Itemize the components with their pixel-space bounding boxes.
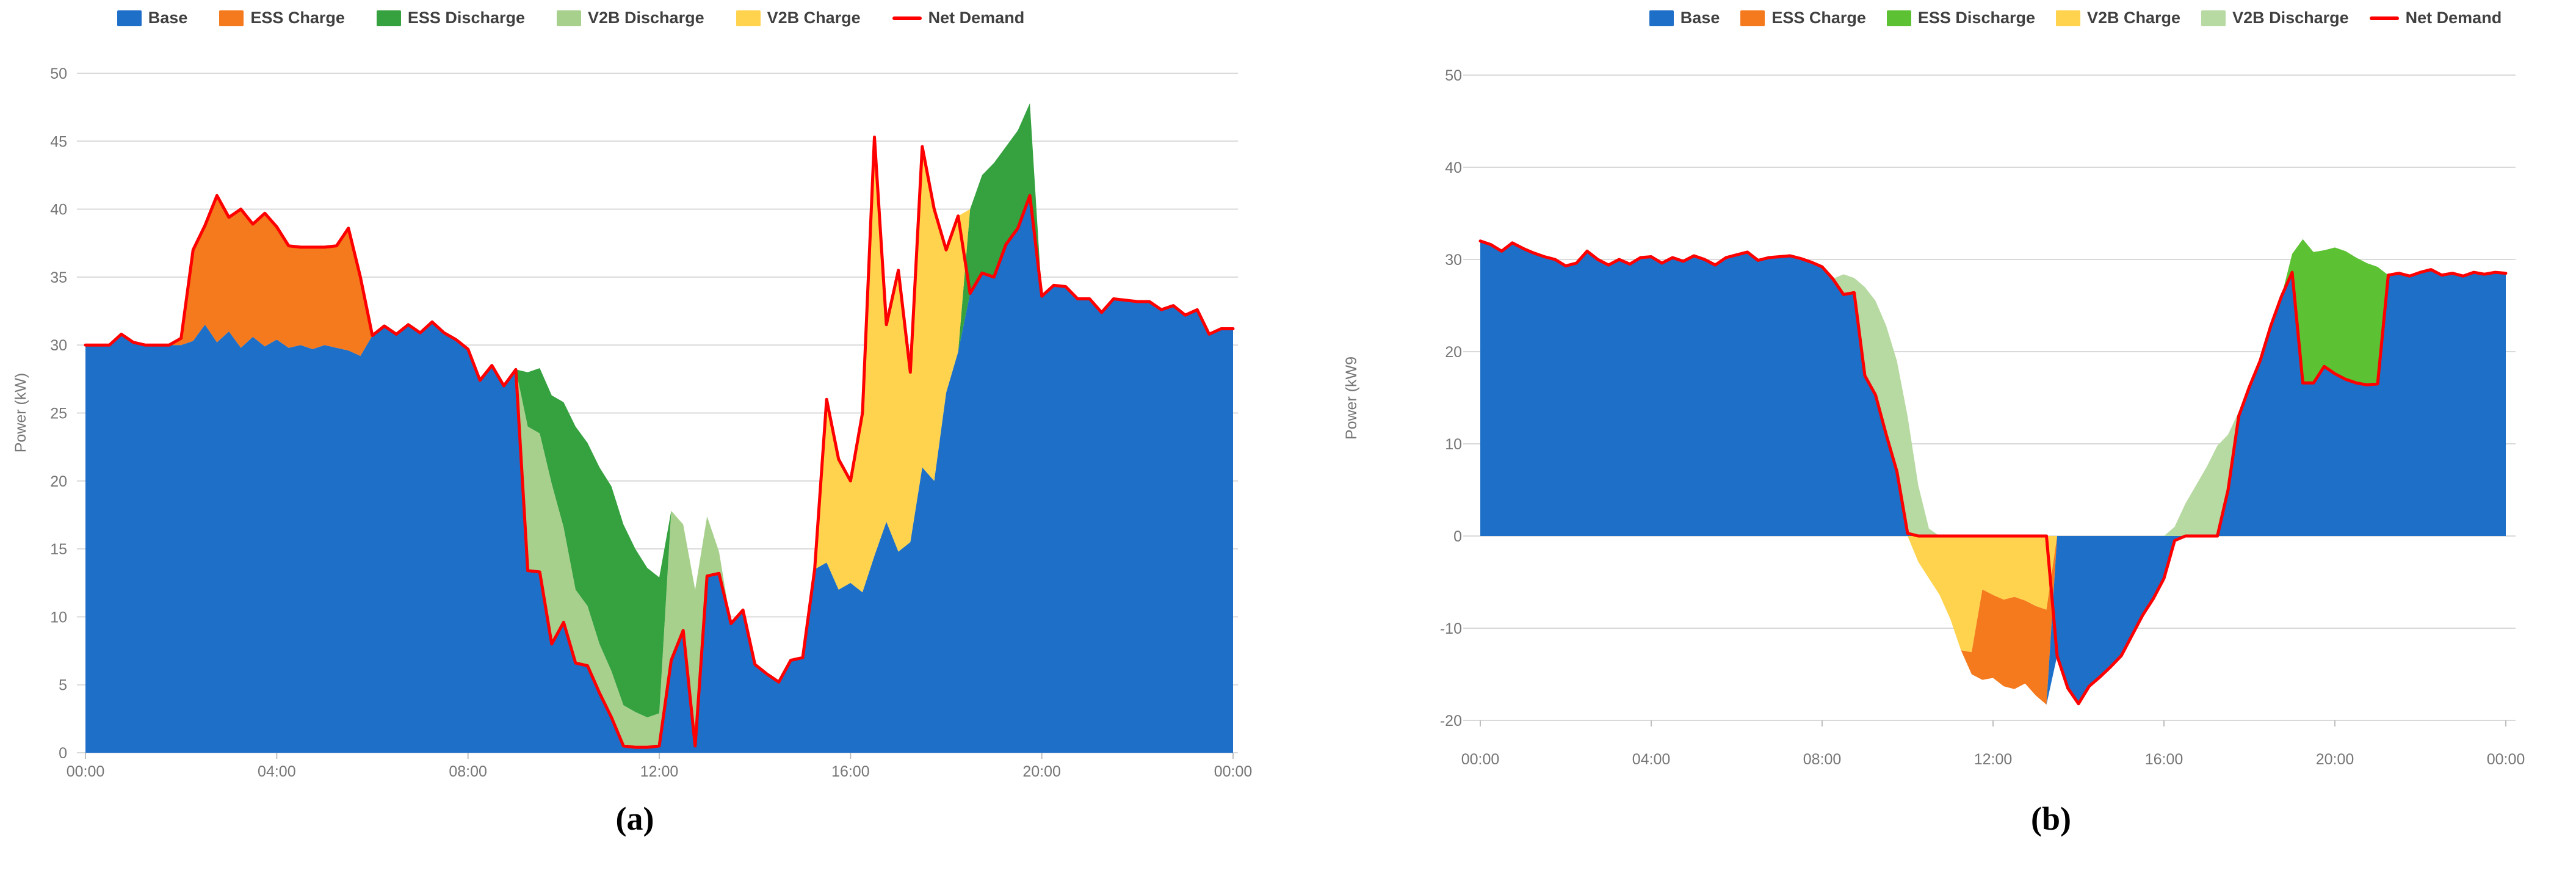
- y-tick-label: 45: [50, 133, 67, 150]
- v2b_charge_neg-area: [1480, 536, 2506, 653]
- legend-label: Net Demand: [928, 9, 1025, 27]
- chart-a-plot: 0 5 10 15 20 25 30 35 40 45 50 00:00 04:00 08:00 12:00…: [12, 65, 1253, 780]
- legend-label: ESS Discharge: [407, 9, 525, 27]
- chart-a-legend: Base ESS Charge ESS Discharge V2B Discharge…: [0, 9, 1215, 27]
- legend-item-ess_discharge: ESS Discharge: [376, 9, 525, 27]
- v2b_discharge-swatch-icon: [557, 10, 581, 26]
- y-tick-label: 30: [1445, 252, 1462, 269]
- y-tick-label: 10: [1445, 436, 1462, 453]
- y-tick-label: 35: [50, 269, 67, 286]
- y-tick-label: 0: [1453, 528, 1462, 545]
- chart-b-panel: Base ESS Charge ESS Discharge V2B Charge V2B…: [1288, 0, 2576, 873]
- x-tick-label: 00:00: [67, 763, 105, 780]
- legend-item-ess_charge: ESS Charge: [219, 9, 345, 27]
- chart-a-panel: Base ESS Charge ESS Discharge V2B Discharge…: [0, 9, 1253, 837]
- x-tick-label: 04:00: [258, 763, 296, 780]
- legend-item-net: Net Demand: [2369, 9, 2502, 27]
- legend-label: V2B Discharge: [2232, 9, 2349, 27]
- net-demand-line: [84, 136, 1235, 749]
- legend-label: ESS Charge: [250, 9, 345, 27]
- y-tick-label: 20: [1445, 344, 1462, 361]
- ess_charge_neg-area: [1480, 536, 2506, 705]
- v2b_charge-swatch-icon: [2056, 10, 2080, 26]
- ess_charge-swatch-icon: [1740, 10, 1765, 26]
- y-tick-label: 0: [59, 745, 67, 762]
- y-axis-title: Power (kW): [12, 373, 29, 453]
- chart-b-legend: Base ESS Charge ESS Discharge V2B Charge V2B…: [1431, 9, 2576, 27]
- legend-item-base: Base: [1649, 9, 1720, 27]
- x-tick-label: 00:00: [1461, 751, 1500, 768]
- ess_discharge-swatch-icon: [376, 10, 401, 26]
- v2b_discharge-swatch-icon: [2201, 10, 2226, 26]
- y-tick-label: 20: [50, 473, 67, 490]
- x-tick-label: 20:00: [2316, 751, 2354, 768]
- net-line-swatch-icon: [892, 16, 922, 20]
- y-axis-title: Power (kW9: [1343, 357, 1360, 440]
- x-tick-label: 04:00: [1632, 751, 1671, 768]
- legend-label: Net Demand: [2405, 9, 2502, 27]
- y-tick-label: 50: [1445, 67, 1462, 84]
- chart-b-caption: (b): [2031, 800, 2071, 837]
- legend-item-v2b_charge: V2B Charge: [2056, 9, 2180, 27]
- chart-a-caption: (a): [615, 800, 654, 837]
- x-tick-label: 20:00: [1022, 763, 1061, 780]
- legend-item-base: Base: [117, 9, 188, 27]
- base-swatch-icon: [1649, 10, 1674, 26]
- legend-label: ESS Charge: [1771, 9, 1866, 27]
- ess_charge-area: [85, 195, 1233, 748]
- y-tick-label: -10: [1440, 620, 1462, 637]
- legend-item-net: Net Demand: [892, 9, 1025, 27]
- y-tick-label: 15: [50, 541, 67, 558]
- y-tick-label: 5: [59, 677, 67, 694]
- y-tick-label: 25: [50, 405, 67, 422]
- legend-label: Base: [148, 9, 188, 27]
- x-tick-label: 00:00: [1214, 763, 1253, 780]
- legend-label: ESS Discharge: [1917, 9, 2035, 27]
- x-tick-label: 00:00: [2487, 751, 2525, 768]
- legend-item-v2b_discharge: V2B Discharge: [557, 9, 704, 27]
- x-tick-label: 08:00: [449, 763, 487, 780]
- v2b_charge-swatch-icon: [736, 10, 761, 26]
- y-tick-label: 30: [50, 337, 67, 354]
- legend-item-v2b_charge: V2B Charge: [736, 9, 861, 27]
- base-area: [85, 195, 1233, 753]
- y-tick-label: 40: [1445, 159, 1462, 176]
- x-tick-label: 12:00: [640, 763, 679, 780]
- y-tick-label: 50: [50, 65, 67, 82]
- y-tick-label: 40: [50, 201, 67, 219]
- base-swatch-icon: [117, 10, 142, 26]
- ess_discharge-area: [85, 103, 1233, 718]
- base-area: [1480, 241, 2506, 536]
- legend-item-v2b_discharge: V2B Discharge: [2201, 9, 2349, 27]
- legend-label: V2B Charge: [2087, 9, 2181, 27]
- x-tick-label: 16:00: [831, 763, 870, 780]
- net-line-swatch-icon: [2369, 16, 2399, 20]
- ess_discharge-swatch-icon: [1886, 10, 1911, 26]
- legend-label: V2B Charge: [767, 9, 861, 27]
- ess_charge-swatch-icon: [219, 10, 244, 26]
- x-tick-label: 16:00: [2145, 751, 2183, 768]
- x-tick-label: 08:00: [1803, 751, 1842, 768]
- legend-label: Base: [1680, 9, 1720, 27]
- legend-item-ess_charge: ESS Charge: [1740, 9, 1866, 27]
- legend-label: V2B Discharge: [588, 9, 704, 27]
- net-demand-line: [1478, 239, 2508, 706]
- chart-b-plot: -20 -10 0 10 20 30 40 50 00:00 04:00 08:00 12:00 16:…: [1343, 67, 2525, 768]
- x-tick-label: 12:00: [1974, 751, 2013, 768]
- y-tick-label: 10: [50, 609, 67, 626]
- legend-item-ess_discharge: ESS Discharge: [1886, 9, 2035, 27]
- y-tick-label: -20: [1440, 712, 1462, 730]
